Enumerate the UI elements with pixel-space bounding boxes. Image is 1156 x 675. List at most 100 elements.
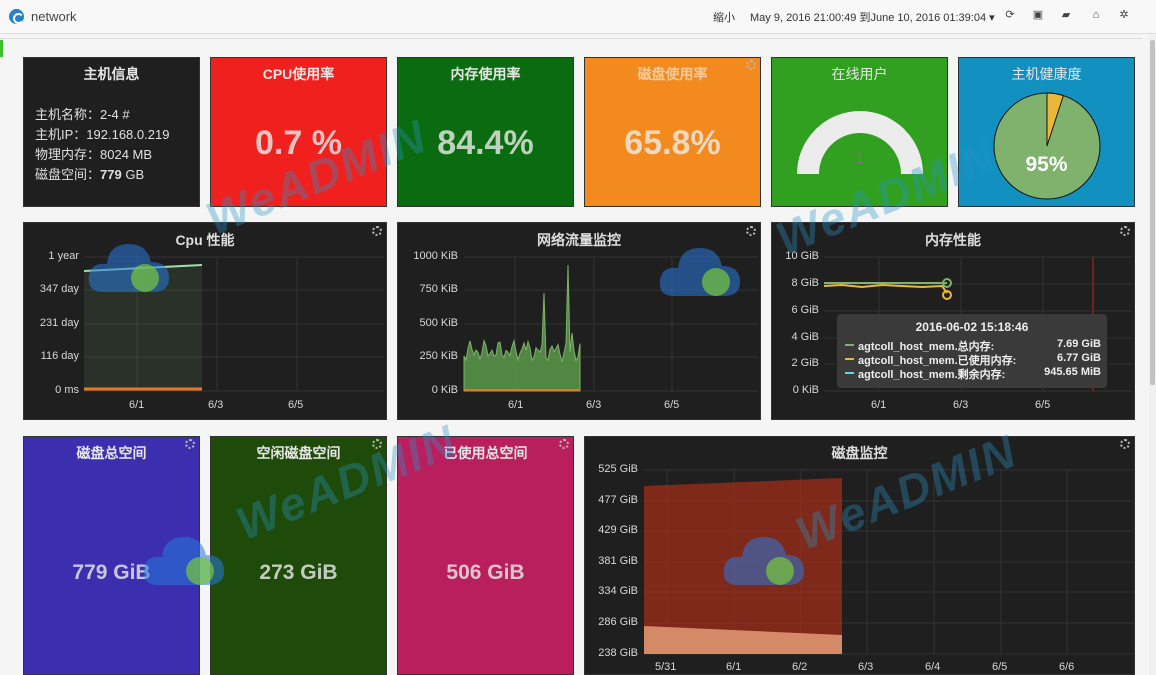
gauge-track xyxy=(797,111,923,175)
loading-spinner-icon xyxy=(746,226,756,236)
tooltip-row: agtcoll_host_mem.总内存: 7.69 GiB xyxy=(845,338,1101,353)
y-tick: 525 GiB xyxy=(598,463,638,475)
network-graph-canvas xyxy=(463,256,758,392)
tooltip-row: agtcoll_host_mem.已使用内存: 6.77 GiB xyxy=(845,352,1101,367)
y-tick: 1000 KiB xyxy=(413,250,458,262)
panel-title: 网络流量监控 xyxy=(537,232,621,248)
y-tick: 6 GiB xyxy=(791,304,819,316)
disk-total-panel: 磁盘总空间 779 GiB xyxy=(23,436,200,675)
refresh-icon[interactable]: ⟳ xyxy=(1005,9,1015,21)
series-swatch xyxy=(845,358,854,360)
x-tick: 6/1 xyxy=(871,399,887,411)
disk-used-value: 506 GiB xyxy=(446,561,525,584)
loading-spinner-icon xyxy=(559,439,569,449)
x-tick: 6/3 xyxy=(208,399,224,411)
panel-title: 主机信息 xyxy=(83,66,140,82)
tooltip-time: 2016-06-02 15:18:46 xyxy=(915,320,1029,334)
memory-usage-panel: 内存使用率 84.4% xyxy=(397,57,574,207)
row-collapse-handle[interactable] xyxy=(0,40,3,57)
health-value: 95% xyxy=(1025,153,1068,176)
cpu-performance-panel: Cpu 性能 1 year 347 day 231 day 116 day 0 … xyxy=(23,222,387,420)
hover-point[interactable] xyxy=(942,290,952,300)
panel-title: 主机健康度 xyxy=(1011,66,1082,82)
online-users-panel: 在线用户 1 xyxy=(771,57,948,207)
tooltip-row: agtcoll_host_mem.剩余内存: 945.65 MiB xyxy=(845,366,1101,381)
save-icon[interactable]: ▣ xyxy=(1032,9,1044,21)
disk-label: 磁盘空间： xyxy=(35,167,101,182)
home-icon[interactable]: ⌂ xyxy=(1092,9,1100,21)
app-logo-icon[interactable] xyxy=(9,9,24,24)
panel-title: 磁盘总空间 xyxy=(76,445,147,461)
loading-spinner-icon xyxy=(1120,226,1130,236)
tooltip-series-name: agtcoll_host_mem.总内存: xyxy=(858,341,995,353)
y-tick: 750 KiB xyxy=(419,283,458,295)
y-tick: 477 GiB xyxy=(598,494,638,506)
disk-value: 779 xyxy=(100,167,122,182)
x-tick: 6/4 xyxy=(925,661,941,673)
host-name: 主机名称：2-4 # xyxy=(35,107,130,122)
y-tick: 4 GiB xyxy=(791,331,819,343)
panel-title: 内存性能 xyxy=(925,232,981,248)
online-users-value: 1 xyxy=(855,150,864,167)
panel-title: 磁盘监控 xyxy=(831,445,888,461)
pie-slice-unhealthy xyxy=(1046,92,1065,147)
x-tick: 6/1 xyxy=(129,399,145,411)
loading-spinner-icon xyxy=(185,439,195,449)
y-tick: 286 GiB xyxy=(598,616,638,628)
cpu-graph-canvas xyxy=(83,256,384,392)
host-info-panel: 主机信息 主机名称：2-4 # 主机IP：192.168.0.219 物理内存：… xyxy=(23,57,200,207)
disk-free-panel: 空闲磁盘空间 273 GiB xyxy=(210,436,387,675)
health-pie-chart xyxy=(993,92,1101,200)
dashboard-title[interactable]: network xyxy=(31,9,77,24)
x-tick: 6/3 xyxy=(858,661,874,673)
mem-used-series xyxy=(823,283,948,294)
x-tick: 6/5 xyxy=(1035,399,1051,411)
memory-usage-value: 84.4% xyxy=(437,124,534,162)
time-range-picker[interactable]: May 9, 2016 21:00:49 到June 10, 2016 01:3… xyxy=(750,12,995,24)
y-tick: 1 year xyxy=(48,250,79,262)
x-tick: 6/6 xyxy=(1059,661,1075,673)
y-tick: 334 GiB xyxy=(598,585,638,597)
disk-graph-canvas xyxy=(644,469,1133,655)
hover-point[interactable] xyxy=(942,278,952,288)
series-swatch xyxy=(845,344,854,346)
folder-open-icon[interactable]: ▰ xyxy=(1061,9,1071,21)
y-tick: 10 GiB xyxy=(785,250,819,262)
panel-title: 已使用总空间 xyxy=(443,445,528,461)
y-tick: 429 GiB xyxy=(598,524,638,536)
gauge-chart xyxy=(797,111,923,175)
gear-icon[interactable]: ✲ xyxy=(1119,9,1129,21)
panel-title: Cpu 性能 xyxy=(175,232,235,248)
tooltip-series-value: 7.69 GiB xyxy=(1056,338,1101,350)
panel-title: 在线用户 xyxy=(831,66,888,82)
x-tick: 6/5 xyxy=(664,399,680,411)
disk-unit: GB xyxy=(125,167,145,182)
y-tick: 231 day xyxy=(39,317,79,329)
x-tick: 6/1 xyxy=(726,661,742,673)
loading-spinner-icon xyxy=(372,439,382,449)
disk-usage-value: 65.8% xyxy=(624,124,721,162)
tooltip-series-name: agtcoll_host_mem.剩余内存: xyxy=(858,369,1006,381)
tooltip-series-value: 6.77 GiB xyxy=(1056,352,1101,364)
x-tick: 6/5 xyxy=(288,399,304,411)
network-series-area xyxy=(463,264,581,392)
panel-title: CPU使用率 xyxy=(262,66,335,82)
y-tick: 8 GiB xyxy=(791,277,819,289)
x-tick: 6/3 xyxy=(953,399,969,411)
loading-spinner-icon xyxy=(1120,439,1130,449)
scrollbar-thumb[interactable] xyxy=(1150,40,1155,385)
series-swatch xyxy=(845,372,854,374)
x-tick: 6/3 xyxy=(586,399,602,411)
memory-tooltip: 2016-06-02 15:18:46 agtcoll_host_mem.总内存… xyxy=(837,314,1107,388)
network-traffic-panel: 网络流量监控 1000 KiB 750 KiB 500 KiB 250 KiB … xyxy=(397,222,761,420)
panel-title: 内存使用率 xyxy=(450,66,521,82)
cpu-usage-value: 0.7 % xyxy=(255,124,342,162)
tooltip-series-name: agtcoll_host_mem.已使用内存: xyxy=(858,355,1017,367)
y-tick: 0 KiB xyxy=(431,384,458,396)
x-tick: 5/31 xyxy=(655,661,677,673)
disk-used-series-area xyxy=(644,626,842,654)
y-tick: 2 GiB xyxy=(791,357,819,369)
y-tick: 238 GiB xyxy=(598,647,638,659)
cpu-usage-panel: CPU使用率 0.7 % xyxy=(210,57,387,207)
zoom-out-button[interactable]: 缩小 xyxy=(713,12,735,24)
